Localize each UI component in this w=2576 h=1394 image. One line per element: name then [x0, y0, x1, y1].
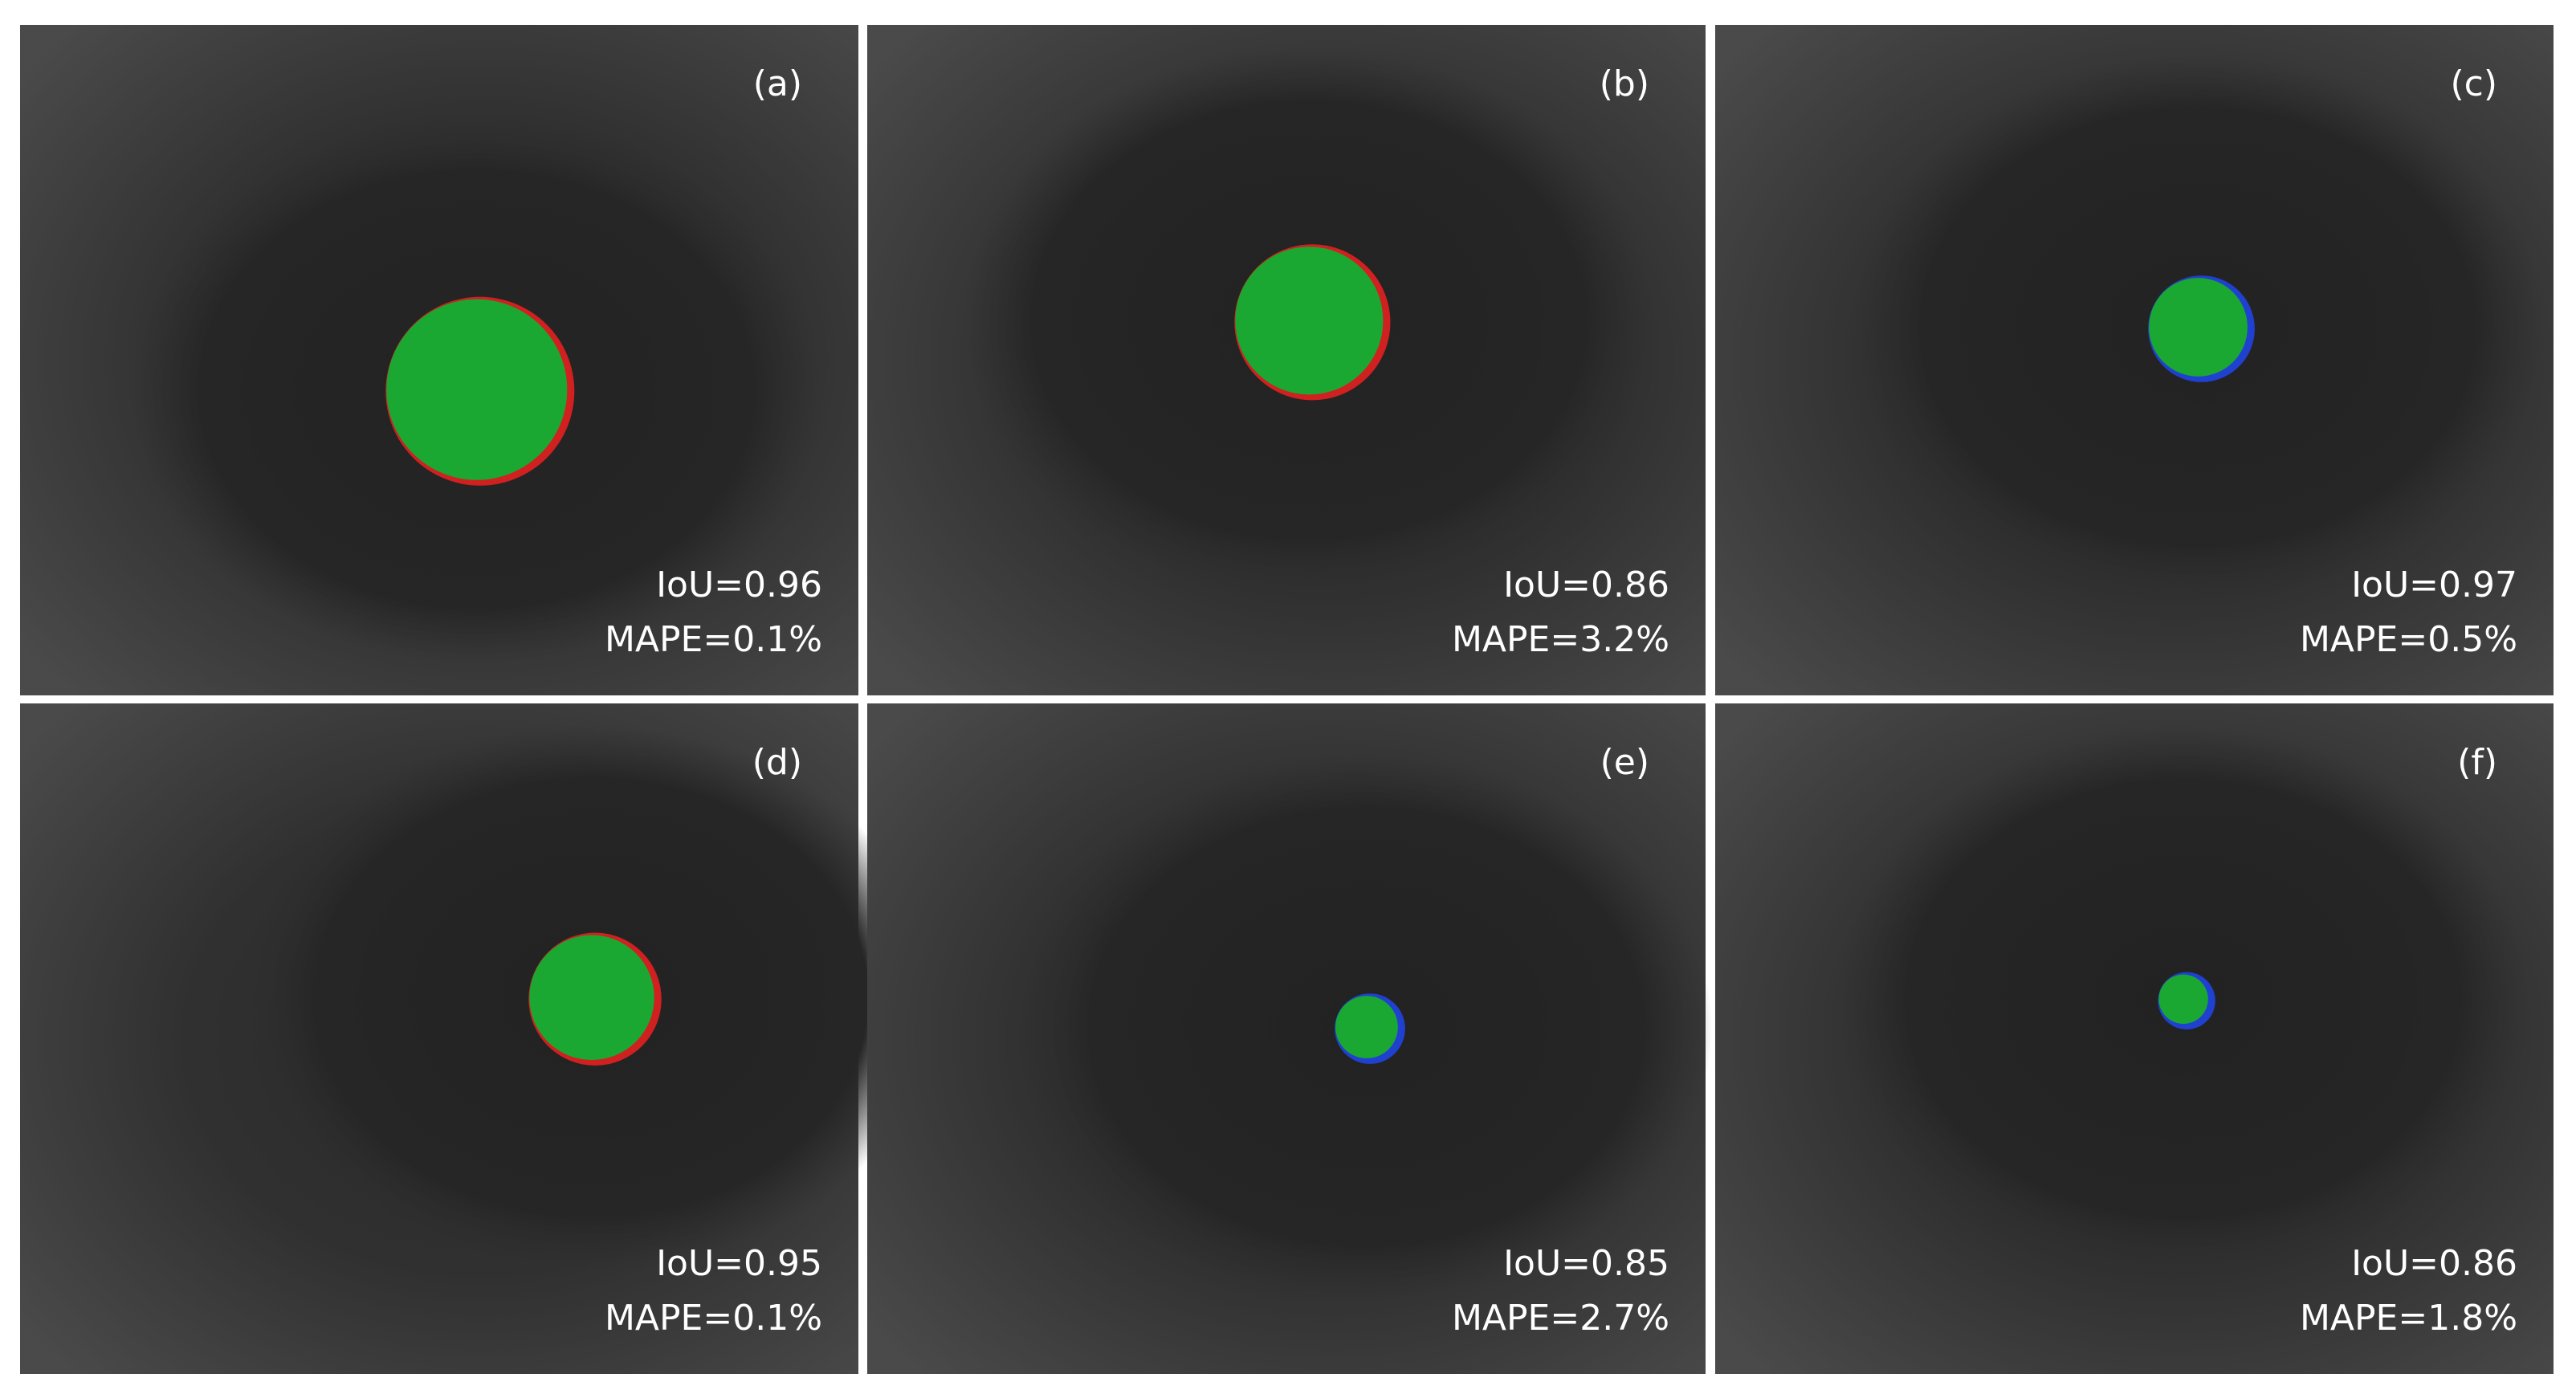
panel: (c) IoU=0.97 MAPE=0.5%	[1715, 25, 2554, 695]
iou-text: IoU=0.86	[2351, 1243, 2517, 1284]
panel-label: (e)	[1600, 742, 1649, 783]
panel-label: (f)	[2457, 742, 2497, 783]
iou-text: IoU=0.95	[656, 1243, 822, 1284]
panel: (d) IoU=0.95 MAPE=0.1%	[20, 703, 938, 1374]
pupil-mask	[386, 299, 568, 480]
panel: (b) IoU=0.86 MAPE=3.2%	[867, 25, 1706, 695]
pupil-mask	[2158, 974, 2208, 1024]
panel-label: (a)	[753, 63, 802, 104]
panel: (f) IoU=0.86 MAPE=1.8%	[1715, 703, 2554, 1374]
iou-text: IoU=0.85	[1503, 1243, 1669, 1284]
mape-text: MAPE=2.7%	[1452, 1298, 1669, 1339]
mape-text: MAPE=0.1%	[605, 619, 822, 660]
iou-text: IoU=0.86	[1503, 565, 1669, 605]
iou-text: IoU=0.97	[2351, 565, 2517, 605]
panel-label: (c)	[2450, 63, 2497, 104]
iou-text: IoU=0.96	[656, 565, 822, 605]
panel-label: (d)	[752, 742, 802, 783]
pupil-mask	[2149, 278, 2248, 377]
mape-text: MAPE=0.5%	[2300, 619, 2517, 660]
pupil-mask	[1235, 247, 1384, 395]
mape-text: MAPE=0.1%	[605, 1298, 822, 1339]
mape-text: MAPE=1.8%	[2300, 1298, 2517, 1339]
mape-text: MAPE=3.2%	[1452, 619, 1669, 660]
panel-label: (b)	[1600, 63, 1649, 104]
panel: (e) IoU=0.85 MAPE=2.7%	[867, 703, 1712, 1374]
panel: (a) IoU=0.96 MAPE=0.1%	[20, 25, 858, 695]
pupil-mask	[529, 935, 654, 1060]
pupil-mask	[1335, 996, 1398, 1058]
